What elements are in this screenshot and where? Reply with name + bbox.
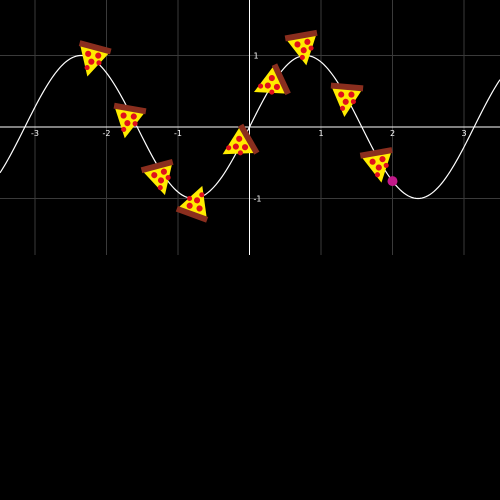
axis-tick-labels: -3 -2 -1 1 2 3 1 -1 (31, 52, 467, 204)
x-tick-label: -2 (103, 129, 111, 138)
x-tick-label: -3 (31, 129, 39, 138)
x-tick-label: 1 (318, 129, 323, 138)
target-dot-icon (387, 176, 398, 187)
y-tick-label: 1 (254, 52, 259, 61)
cursor (387, 176, 398, 187)
x-tick-label: 3 (461, 129, 466, 138)
x-tick-label: -1 (174, 129, 182, 138)
y-tick-label: -1 (254, 195, 262, 204)
x-tick-label: 2 (390, 129, 395, 138)
